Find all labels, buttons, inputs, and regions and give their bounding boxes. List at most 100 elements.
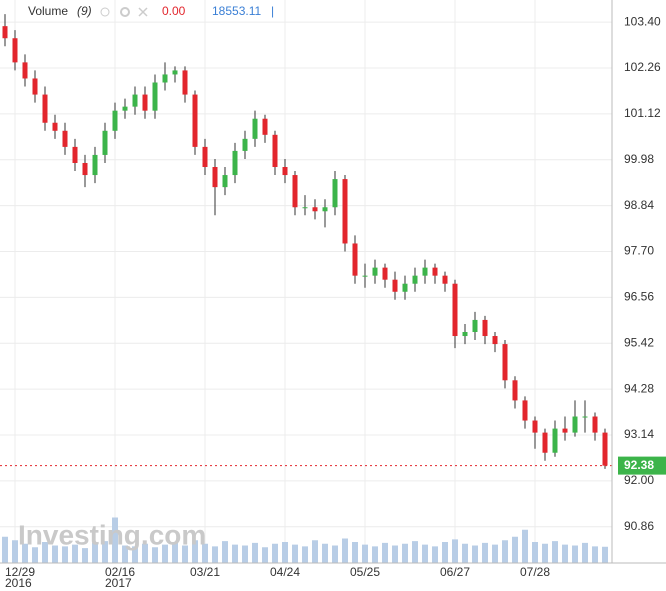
legend-cursor: | [271, 4, 274, 18]
candle-body [512, 380, 518, 401]
candle-body [162, 74, 168, 83]
candle-body [382, 267, 388, 280]
volume-bar [322, 543, 328, 563]
candle-body [122, 106, 128, 111]
volume-bar [502, 540, 508, 563]
volume-bar [332, 545, 338, 563]
volume-bar [602, 546, 608, 563]
candle-body [392, 279, 398, 292]
volume-bar [482, 542, 488, 563]
legend-last: 18553.11 [212, 4, 261, 18]
volume-bar [522, 529, 528, 563]
volume-bar [102, 541, 108, 563]
volume-bar [202, 543, 208, 563]
volume-bar [22, 543, 28, 563]
candle-body [192, 94, 198, 147]
volume-bar [492, 544, 498, 563]
y-tick-label: 90.86 [624, 519, 654, 533]
volume-bar [192, 540, 198, 563]
last-price-box [618, 456, 666, 475]
volume-bar [2, 536, 8, 563]
y-tick-label: 94.28 [624, 381, 654, 395]
gear-icon[interactable] [120, 7, 130, 17]
candle-body [452, 283, 458, 337]
candle-body [102, 130, 108, 155]
y-tick-label: 93.14 [624, 427, 654, 441]
candle-body [82, 162, 88, 176]
volume-bar [562, 544, 568, 563]
candle-body [12, 38, 18, 63]
volume-bar [282, 542, 288, 563]
candle-body [22, 62, 28, 79]
candle-body [352, 243, 358, 276]
candle-body [312, 207, 318, 212]
y-tick-label: 96.56 [624, 290, 654, 304]
volume-bar [152, 547, 158, 563]
volume-bar [372, 546, 378, 563]
volume-bar [382, 542, 388, 563]
candle-body [332, 179, 338, 208]
x-tick-label: 12/29 [5, 565, 35, 579]
candle-body [202, 146, 208, 168]
y-tick-label: 98.84 [624, 198, 654, 212]
volume-bar [532, 542, 538, 563]
x-year-label: 2017 [105, 576, 132, 590]
candle-body [142, 94, 148, 111]
volume-bar [302, 546, 308, 563]
volume-bar [512, 536, 518, 563]
volume-bar [232, 544, 238, 563]
volume-bar [572, 545, 578, 563]
candle-body [232, 150, 238, 176]
volume-bar [262, 547, 268, 563]
volume-bar [222, 541, 228, 563]
candle-body [552, 428, 558, 453]
volume-bar [442, 542, 448, 563]
volume-bar [12, 540, 18, 563]
candle-body [432, 267, 438, 276]
volume-bar [172, 542, 178, 563]
volume-bar [162, 544, 168, 563]
y-tick-label: 102.26 [624, 60, 661, 74]
candle-body [582, 416, 588, 418]
x-tick-label: 02/16 [105, 565, 135, 579]
candle-body [402, 283, 408, 292]
volume-bar [62, 546, 68, 563]
candle-body [572, 416, 578, 433]
volume-bar [312, 540, 318, 563]
candle-body [282, 167, 288, 176]
candle-body [262, 118, 268, 135]
candles [0, 14, 612, 469]
candle-body [72, 146, 78, 163]
candle-body [92, 154, 98, 176]
candle-body [32, 78, 38, 95]
volume-bar [82, 548, 88, 563]
candle-body [152, 82, 158, 111]
volume-bar [592, 546, 598, 563]
eye-icon[interactable] [100, 7, 110, 17]
candle-body [442, 275, 448, 284]
candle-body [482, 319, 488, 337]
legend-period: (9) [77, 4, 92, 18]
last-price-label: 92.38 [624, 458, 654, 472]
legend-change: 0.00 [162, 4, 186, 18]
candle-body [532, 420, 538, 433]
volume-bar [392, 545, 398, 563]
volume-bar [552, 541, 558, 563]
axes: 103.40 102.26 101.12 99.98 98.84 97.70 96.56 95… [5, 14, 666, 590]
candle-body [342, 179, 348, 244]
candle-body [52, 122, 58, 131]
close-icon[interactable] [138, 7, 148, 17]
volume-bar [292, 544, 298, 563]
candle-body [212, 167, 218, 188]
x-tick-label: 03/21 [190, 565, 220, 579]
volume-bar [92, 542, 98, 563]
volume-bar [432, 546, 438, 563]
candle-body [272, 134, 278, 168]
candle-body [112, 110, 118, 131]
x-tick-label: 05/25 [350, 565, 380, 579]
volume-bar [42, 542, 48, 563]
volume-bar [472, 545, 478, 563]
y-tick-label: 103.40 [624, 14, 661, 28]
watermark: Investing.com [18, 519, 206, 550]
